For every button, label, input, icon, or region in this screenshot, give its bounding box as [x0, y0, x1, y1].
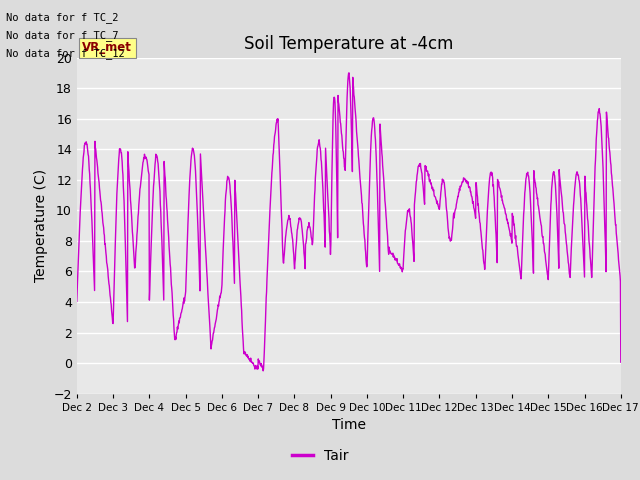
- Legend: Tair: Tair: [286, 443, 354, 468]
- X-axis label: Time: Time: [332, 418, 366, 432]
- Text: No data for f TC_7: No data for f TC_7: [6, 30, 119, 41]
- Text: No data for f TC_12: No data for f TC_12: [6, 48, 125, 60]
- Y-axis label: Temperature (C): Temperature (C): [34, 169, 48, 282]
- Text: No data for f TC_2: No data for f TC_2: [6, 12, 119, 23]
- Text: VR_met: VR_met: [82, 41, 132, 54]
- Title: Soil Temperature at -4cm: Soil Temperature at -4cm: [244, 35, 454, 53]
